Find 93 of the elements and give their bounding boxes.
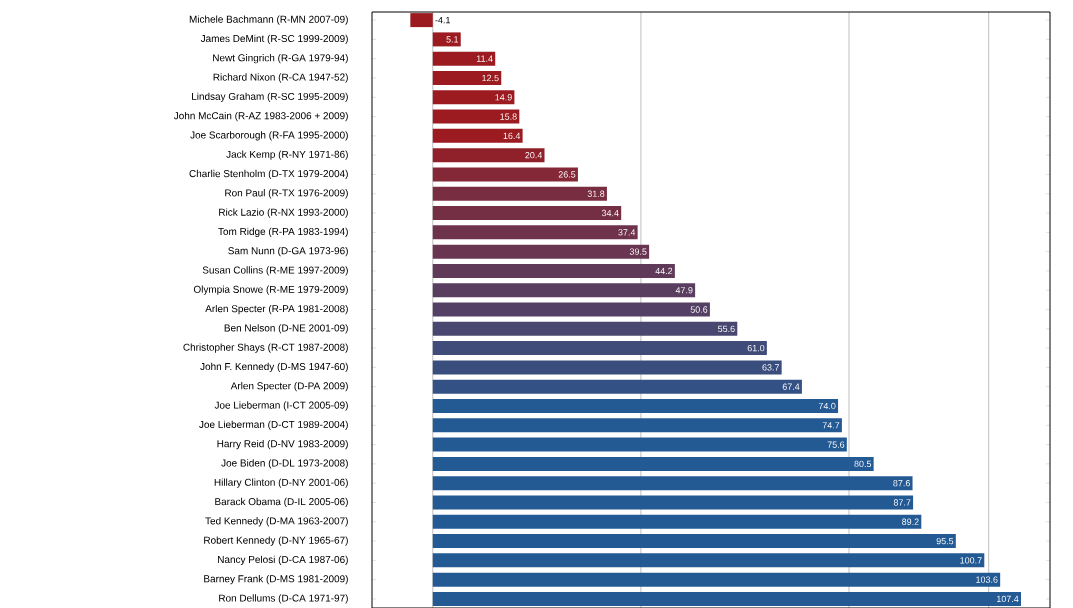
data-label: 16.4 [503,132,521,140]
y-tick-label: John F. Kennedy (D-MS 1947-60) [200,362,348,373]
data-label: 20.4 [525,151,543,159]
bar [432,225,638,240]
y-tick-label: Rick Lazio (R-NX 1993-2000) [219,208,348,218]
bar [432,244,650,259]
data-label: 37.4 [618,229,636,236]
bar [432,456,874,471]
data-label: 34.4 [601,209,619,217]
y-tick-label: Arlen Specter (D-PA 2009) [230,382,348,392]
bar [432,90,515,105]
bar [432,591,1021,606]
bar [432,263,675,278]
data-label: 100.7 [960,557,982,564]
data-label: 11.4 [476,55,493,62]
bar [432,379,802,394]
bar [432,302,710,317]
y-tick-label: James DeMint (R-SC 1999-2009) [200,34,348,45]
data-label: 63.7 [762,364,779,371]
y-tick-label: Joe Lieberman (D-CT 1989-2004) [199,420,348,430]
y-tick-label: Sam Nunn (D-GA 1973-96) [228,247,348,257]
y-tick-label: Joe Scarborough (R-FA 1995-2000) [190,131,348,141]
data-label: 80.5 [854,460,872,468]
bar [432,32,461,47]
bar [432,534,956,549]
bar [432,360,782,375]
bar [432,553,985,568]
data-label: 44.2 [655,267,673,275]
y-tick-label: Harry Reid (D-NV 1983-2009) [217,439,348,450]
data-label: 107.4 [997,595,1019,603]
y-tick-label: Susan Collins (R-ME 1997-2009) [202,266,348,276]
bar [432,167,578,182]
data-label: 87.6 [893,479,910,487]
y-tick-label: Joe Biden (D-DL 1973-2008) [221,459,348,469]
bar [432,148,545,163]
y-tick-label: Joe Lieberman (I-CT 2005-09) [214,401,348,411]
y-tick-label: Ben Nelson (D-NE 2001-09) [224,324,348,334]
y-tick-label: Ron Dellums (D-CA 1971-97) [219,594,348,604]
bar [432,51,496,66]
bar [432,437,847,452]
data-label: -4.1 [435,17,450,24]
data-label: 26.5 [558,171,576,178]
data-label: 12.5 [482,74,499,82]
y-tick-label: Richard Nixon (R-CA 1947-52) [213,73,348,83]
bar [432,206,622,221]
y-tick-label: John McCain (R-AZ 1983-2006 + 2009) [173,111,348,122]
bar [432,321,738,336]
bar [432,572,1001,587]
y-tick-label: Olympia Snowe (R-ME 1979-2009) [193,285,348,295]
y-tick-label: Hillary Clinton (D-NY 2001-06) [214,478,348,488]
bar [432,398,839,413]
y-tick-label: Jack Kemp (R-NY 1971-86) [226,150,348,160]
data-label: 15.8 [500,113,517,120]
data-label: 74.0 [818,402,836,410]
bar [432,495,914,510]
data-label: 31.8 [587,190,605,197]
data-label: 14.9 [495,94,512,101]
data-label: 75.6 [827,441,845,448]
bar [432,283,696,298]
y-tick-label: Lindsay Graham (R-SC 1995-2009) [192,92,348,102]
y-tick-label: Barack Obama (D-IL 2005-06) [215,497,348,508]
data-label: 50.6 [690,306,708,313]
bar [432,70,502,85]
bar [432,476,913,491]
y-tick-label: Christopher Shays (R-CT 1987-2008) [183,343,348,353]
y-tick-label: Ron Paul (R-TX 1976-2009) [225,189,348,199]
bar [432,186,607,201]
data-label: 47.9 [675,287,693,294]
bar [432,418,842,433]
data-label: 55.6 [718,325,735,332]
data-label: 39.5 [629,248,647,255]
y-tick-label: Michele Bachmann (R-MN 2007-09) [189,15,348,25]
y-tick-label: Arlen Specter (R-PA 1981-2008) [205,304,348,315]
bar [410,13,433,28]
bar [432,128,523,143]
data-label: 5.1 [446,36,459,43]
bar [432,109,520,124]
bar [432,514,922,529]
y-tick-label: Charlie Stenholm (D-TX 1979-2004) [189,169,348,180]
data-label: 74.7 [822,422,840,429]
data-label: 61.0 [747,344,765,352]
data-label: 89.2 [902,518,919,525]
y-tick-label: Newt Gingrich (R-GA 1979-94) [213,54,348,64]
y-tick-label: Tom Ridge (R-PA 1983-1994) [218,227,348,237]
data-label: 67.4 [782,383,800,390]
y-tick-label: Nancy Pelosi (D-CA 1987-06) [218,555,348,565]
bar [432,341,767,356]
data-label: 87.7 [893,499,911,506]
y-tick-label: Ted Kennedy (D-MA 1963-2007) [205,517,348,527]
data-label: 103.6 [976,576,998,583]
y-tick-label: Barney Frank (D-MS 1981-2009) [204,575,348,585]
data-label: 95.5 [936,537,954,545]
y-tick-label: Robert Kennedy (D-NY 1965-67) [204,536,348,546]
